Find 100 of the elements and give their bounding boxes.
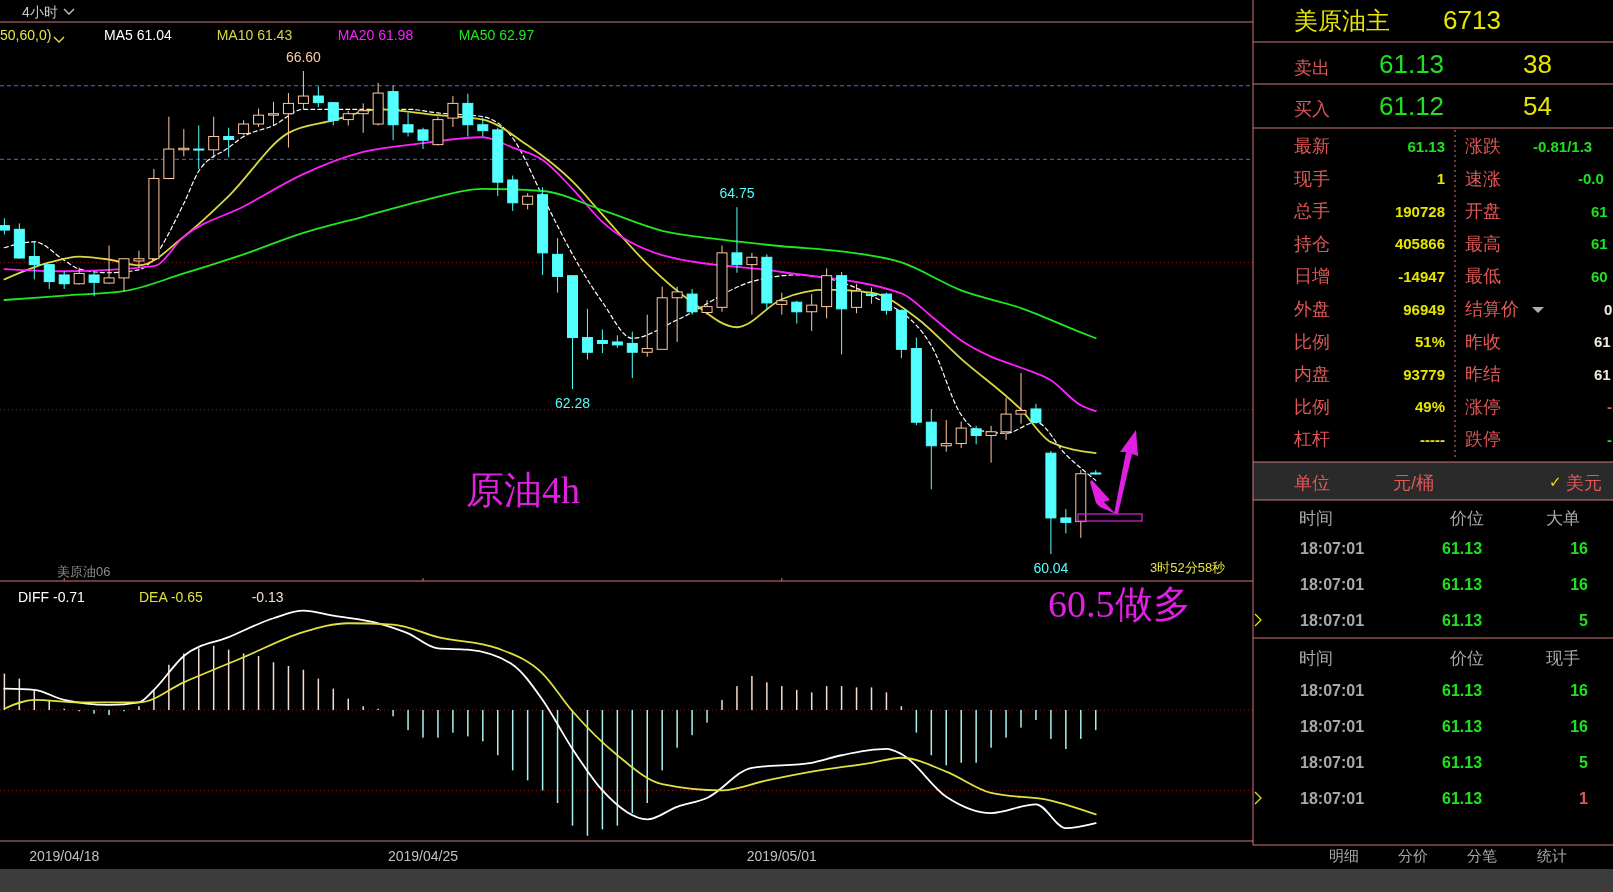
- text: 分价: [1398, 846, 1428, 864]
- text: 大单: [1546, 508, 1580, 528]
- candlestick: [641, 314, 653, 358]
- text: 昨收: [1465, 331, 1501, 352]
- candlestick: [447, 95, 459, 128]
- text: 18:07:01: [1300, 789, 1365, 807]
- candlestick: [103, 245, 115, 285]
- text: 现手: [1546, 648, 1580, 668]
- text: 跌停: [1465, 429, 1501, 450]
- text: 61: [1594, 365, 1611, 383]
- text: 元/桶: [1393, 473, 1435, 493]
- text: 16: [1570, 575, 1589, 593]
- text: 1: [1579, 789, 1589, 807]
- text: 4小时: [22, 4, 58, 20]
- text: 61.13: [1379, 49, 1445, 79]
- candlestick: [686, 288, 698, 316]
- candlestick: [88, 270, 100, 297]
- candlestick: [1030, 403, 1042, 425]
- text: 61.13: [1442, 575, 1483, 593]
- text: 16: [1570, 717, 1589, 735]
- text: ✓: [1549, 472, 1562, 490]
- candlestick: [43, 263, 55, 290]
- text: 时间: [1299, 508, 1333, 528]
- annotation: 60.04: [1033, 560, 1069, 576]
- text: 杠杆: [1293, 429, 1330, 450]
- text: -14947: [1398, 267, 1445, 285]
- candlestick: [1060, 508, 1072, 534]
- text: -: [1607, 430, 1612, 448]
- candlestick: [1000, 397, 1012, 441]
- text: 涨停: [1465, 396, 1501, 417]
- text: 18:07:01: [1300, 611, 1365, 629]
- text: 60: [1591, 267, 1608, 285]
- text: 190728: [1394, 202, 1445, 220]
- text: 61.13: [1442, 539, 1483, 557]
- text: MA50 62.97: [458, 27, 535, 43]
- text: 昨结: [1465, 364, 1501, 385]
- candlestick: [417, 127, 429, 150]
- text: 50,60,0): [0, 27, 52, 43]
- candlestick: [701, 299, 713, 316]
- text: 61: [1591, 202, 1608, 220]
- text: 5: [1579, 753, 1589, 771]
- text: 18:07:01: [1300, 681, 1365, 699]
- candlestick: [671, 286, 683, 343]
- candlestick: [477, 117, 489, 138]
- candlestick: [297, 70, 309, 110]
- x-tick-label: 2019/04/18: [29, 848, 100, 864]
- text: 结算价: [1465, 299, 1519, 319]
- text: -----: [1420, 430, 1445, 448]
- candlestick: [462, 93, 474, 138]
- text: 61.13: [1442, 681, 1483, 699]
- candlestick: [208, 116, 220, 159]
- text: 涨跌: [1465, 136, 1501, 156]
- text: 61.12: [1379, 91, 1445, 121]
- text: 51%: [1414, 333, 1445, 351]
- text: 统计: [1537, 846, 1567, 864]
- text: 外盘: [1294, 299, 1330, 319]
- text: 96949: [1403, 300, 1445, 318]
- text: 1: [1436, 170, 1445, 188]
- candlestick: [626, 331, 638, 379]
- text: 61.13: [1442, 611, 1483, 629]
- text: -0.81/1.3: [1533, 137, 1593, 155]
- text: -0.0: [1578, 170, 1604, 188]
- x-tick-label: 2019/05/01: [746, 848, 818, 864]
- text: 美原油06: [57, 563, 111, 579]
- text: 405866: [1394, 235, 1445, 253]
- text: 61: [1591, 235, 1608, 253]
- annotation: 62.28: [554, 395, 591, 412]
- text: -0.13: [251, 589, 284, 605]
- text: 开盘: [1465, 201, 1501, 222]
- candlestick: [268, 101, 279, 126]
- text: 总手: [1293, 201, 1330, 222]
- candlestick: [940, 419, 952, 453]
- text: 61.13: [1407, 137, 1445, 155]
- text: 持仓: [1294, 233, 1330, 254]
- text: 3时52分58秒: [1150, 559, 1226, 575]
- candlestick: [552, 237, 564, 294]
- candlestick: [791, 300, 803, 325]
- candlestick: [1015, 372, 1027, 425]
- candlestick: [851, 283, 863, 314]
- candlestick: [193, 124, 205, 170]
- text: 38: [1523, 49, 1552, 79]
- annotation: 60.5做多: [1048, 583, 1191, 625]
- text: 93779: [1403, 365, 1445, 383]
- text: 16: [1570, 681, 1589, 699]
- text: MA5 61.04: [104, 27, 172, 43]
- candlestick: [776, 292, 788, 316]
- candlestick: [118, 257, 130, 292]
- candlestick: [282, 92, 294, 149]
- text: 最新: [1294, 136, 1330, 156]
- candlestick: [223, 127, 235, 158]
- text: 买入: [1294, 99, 1330, 119]
- text: 61: [1594, 333, 1611, 351]
- text: 分笔: [1467, 846, 1497, 864]
- text: 最高: [1465, 233, 1501, 254]
- candlestick: [925, 408, 937, 490]
- candlestick: [357, 102, 369, 134]
- text: 18:07:01: [1300, 539, 1365, 557]
- text: 49%: [1414, 398, 1445, 416]
- candlestick: [507, 175, 519, 212]
- candlestick: [28, 241, 40, 280]
